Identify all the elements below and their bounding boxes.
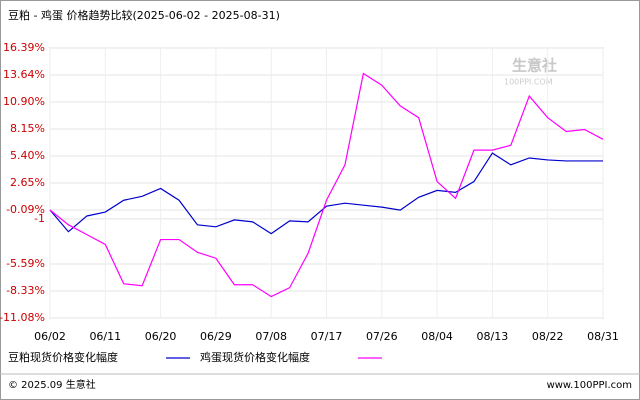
y-tick-label: 2.65% — [10, 176, 45, 189]
watermark: 生意社 — [512, 57, 557, 75]
x-tick-label: 07/17 — [311, 330, 343, 343]
y-tick-label: 13.64% — [3, 68, 45, 81]
x-tick-label: 08/22 — [532, 330, 564, 343]
x-tick-label: 07/08 — [255, 330, 287, 343]
y-tick-label: 16.39% — [3, 41, 45, 54]
x-tick-label: 08/04 — [421, 330, 453, 343]
x-tick-label: 06/20 — [145, 330, 177, 343]
x-tick-label: 06/29 — [200, 330, 232, 343]
x-tick-label: 08/13 — [477, 330, 509, 343]
series-line — [49, 72, 604, 298]
x-tick-label: 06/02 — [34, 330, 66, 343]
y-tick-label: -1 — [34, 212, 45, 225]
y-tick-label: -0.09% — [6, 203, 45, 216]
footer-left: © 2025.09 生意社 — [8, 378, 96, 391]
y-tick-label: 10.90% — [3, 95, 45, 108]
series-line — [49, 152, 603, 235]
legend-label: 豆粕现货价格变化幅度 — [8, 350, 118, 364]
watermark-sub: 100PPI.COM — [504, 78, 553, 87]
y-tick-label: -5.59% — [6, 257, 45, 270]
footer-right: www.100PPI.com — [547, 380, 632, 391]
y-tick-label: 5.40% — [10, 149, 45, 162]
x-tick-label: 06/11 — [89, 330, 121, 343]
legend-label: 鸡蛋现货价格变化幅度 — [200, 350, 310, 364]
y-tick-label: 8.15% — [10, 122, 45, 135]
y-tick-label: -8.33% — [6, 284, 45, 297]
x-tick-label: 07/26 — [366, 330, 398, 343]
chart-title: 豆粕 - 鸡蛋 价格趋势比较(2025-06-02 - 2025-08-31) — [8, 8, 280, 22]
y-tick-label: -11.08% — [0, 311, 45, 324]
x-tick-label: 08/31 — [587, 330, 619, 343]
